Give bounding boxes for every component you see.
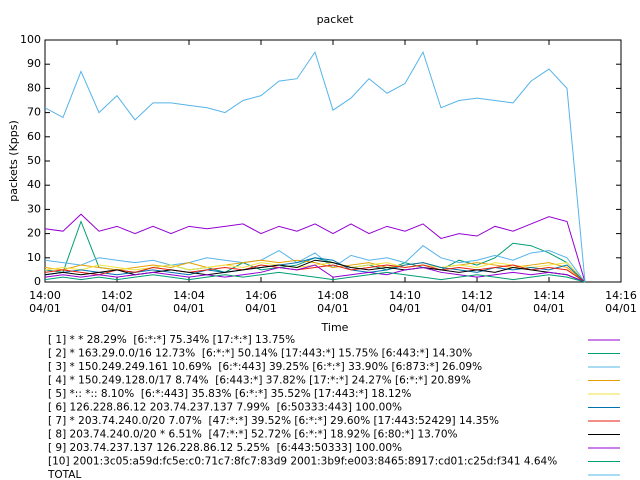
series-line — [44, 259, 586, 283]
series-line — [44, 50, 586, 283]
legend-label: TOTAL — [47, 469, 81, 480]
x-tick-label: 14:00 04/01 — [29, 289, 61, 315]
legend-label: [10] 2001:3c05:a59d:fc5e:c0:71c7:8fc7:83… — [48, 456, 557, 468]
y-tick-label: 40 — [27, 178, 41, 191]
legend-label: [ 2] * 163.29.0.0/16 12.73% [6:*:*] 50.1… — [48, 348, 472, 360]
y-tick-label: 100 — [20, 33, 41, 46]
y-tick-label: 80 — [27, 81, 41, 94]
x-tick-label: 14:12 04/01 — [461, 289, 493, 315]
chart-title: packet — [317, 13, 355, 26]
y-tick-label: 10 — [27, 251, 41, 264]
legend-label: [ 9] 203.74.237.137 126.228.86.12 5.25% … — [48, 442, 402, 454]
x-tick-label: 14:02 04/01 — [101, 289, 133, 315]
y-tick-label: 30 — [27, 202, 41, 215]
series-line — [44, 264, 586, 283]
y-tick-label: 90 — [27, 57, 41, 70]
y-axis-label: packets (Kpps) — [7, 120, 20, 202]
plot-frame — [44, 39, 622, 283]
series-line — [44, 213, 586, 283]
x-tick-label: 14:16 04/01 — [605, 289, 637, 315]
legend-label: [ 7] * 203.74.240.0/20 7.07% [47:*:*] 39… — [48, 415, 499, 427]
x-tick-label: 14:14 04/01 — [533, 289, 565, 315]
x-tick-label: 14:08 04/01 — [317, 289, 349, 315]
legend-label: [ 5] *:: *:: 8.10% [6:*:443] 35.83% [6:*… — [48, 388, 411, 400]
y-tick-label: 0 — [34, 275, 41, 288]
x-tick-label: 14:10 04/01 — [389, 289, 421, 315]
legend-label: [ 1] * * 28.29% [6:*:*] 75.34% [17:*:*] … — [48, 334, 295, 346]
legend-label: [ 8] 203.74.240.0/20 * 6.51% [47:*:*] 52… — [48, 429, 457, 441]
series-line — [44, 220, 586, 283]
y-tick-label: 70 — [27, 106, 41, 119]
legend-label: [ 6] 126.228.86.12 203.74.237.137 7.99% … — [48, 402, 402, 414]
x-tick-label: 14:06 04/01 — [245, 289, 277, 315]
y-tick-label: 60 — [27, 130, 41, 143]
x-tick-label: 14:04 04/01 — [173, 289, 205, 315]
legend-label: [ 4] * 150.249.128.0/17 8.74% [6:443:*] … — [48, 375, 471, 387]
legend-label: [ 3] * 150.249.249.161 10.69% [6:*:443] … — [48, 361, 482, 373]
series-line — [44, 245, 586, 283]
series-line — [44, 264, 586, 283]
y-tick-label: 20 — [27, 227, 41, 240]
series-line — [44, 271, 586, 283]
y-tick-label: 50 — [27, 154, 41, 167]
x-axis-label: Time — [321, 321, 349, 334]
